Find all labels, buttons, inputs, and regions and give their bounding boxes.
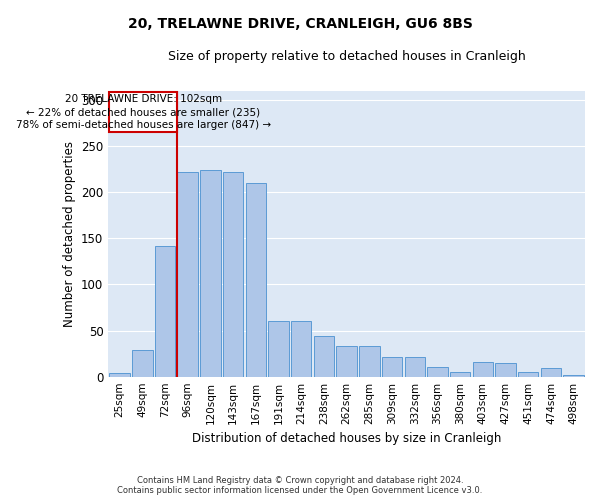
Bar [359, 346, 380, 376]
Bar [178, 172, 198, 376]
Text: 20, TRELAWNE DRIVE, CRANLEIGH, GU6 8BS: 20, TRELAWNE DRIVE, CRANLEIGH, GU6 8BS [128, 18, 472, 32]
Title: Size of property relative to detached houses in Cranleigh: Size of property relative to detached ho… [168, 50, 526, 63]
Bar [473, 362, 493, 376]
Bar [382, 358, 402, 376]
Bar [314, 336, 334, 376]
Bar [200, 170, 221, 376]
Text: 78% of semi-detached houses are larger (847) →: 78% of semi-detached houses are larger (… [16, 120, 271, 130]
Y-axis label: Number of detached properties: Number of detached properties [62, 140, 76, 326]
Bar [450, 372, 470, 376]
X-axis label: Distribution of detached houses by size in Cranleigh: Distribution of detached houses by size … [192, 432, 502, 445]
FancyBboxPatch shape [109, 92, 178, 132]
Bar [268, 322, 289, 376]
Bar [337, 346, 357, 376]
Bar [109, 373, 130, 376]
Bar [496, 363, 516, 376]
Bar [563, 375, 584, 376]
Bar [132, 350, 152, 376]
Text: ← 22% of detached houses are smaller (235): ← 22% of detached houses are smaller (23… [26, 107, 260, 117]
Bar [427, 368, 448, 376]
Bar [404, 358, 425, 376]
Text: Contains HM Land Registry data © Crown copyright and database right 2024.
Contai: Contains HM Land Registry data © Crown c… [118, 476, 482, 495]
Bar [518, 372, 538, 376]
Bar [223, 172, 244, 376]
Text: 20 TRELAWNE DRIVE: 102sqm: 20 TRELAWNE DRIVE: 102sqm [65, 94, 222, 104]
Bar [245, 183, 266, 376]
Bar [541, 368, 561, 376]
Bar [155, 246, 175, 376]
Bar [291, 322, 311, 376]
